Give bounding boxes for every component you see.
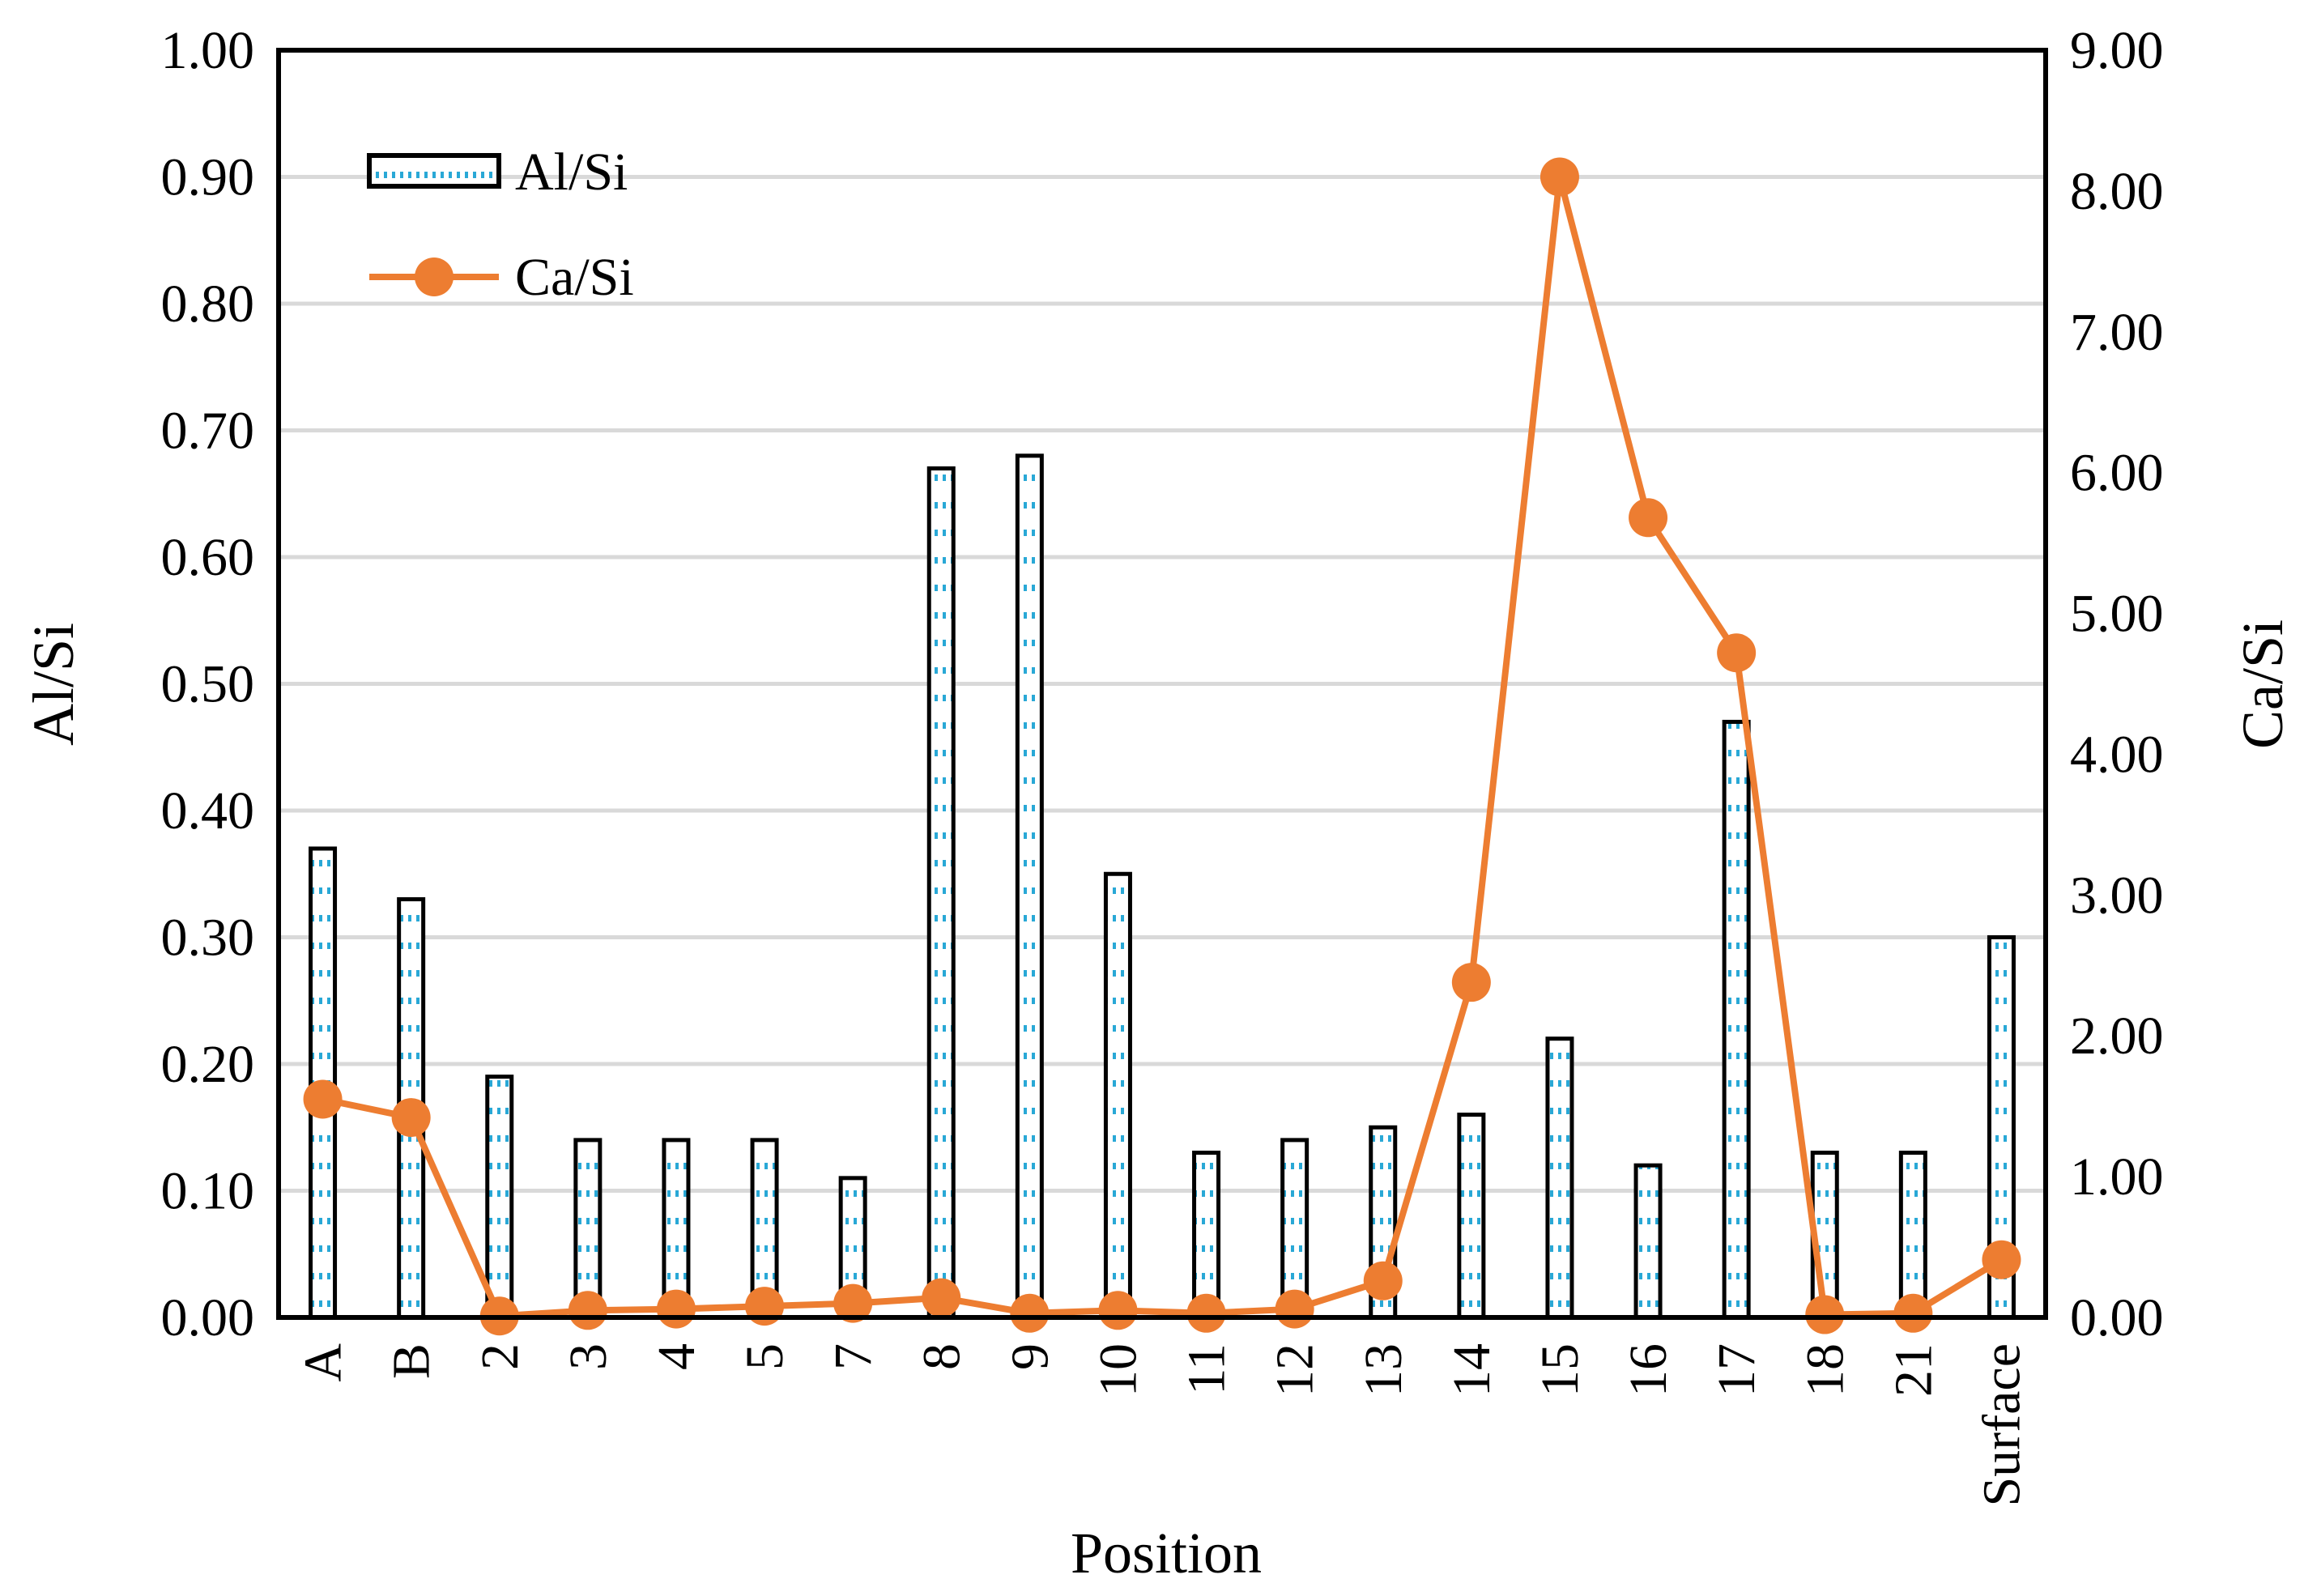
bar-al-si-2 (485, 1075, 514, 1320)
x-axis-title: Position (1071, 1521, 1262, 1585)
bar-al-si-15 (1545, 1036, 1574, 1320)
y-tick-label-right: 2.00 (2070, 1007, 2164, 1066)
x-tick-label: 13 (1354, 1343, 1413, 1397)
bar-al-si-11 (1192, 1151, 1221, 1320)
x-tick-label: Surface (1972, 1343, 2031, 1507)
x-tick-label: 17 (1707, 1343, 1766, 1397)
y-tick-label-left: 0.50 (161, 655, 255, 714)
x-tick-label: 5 (735, 1343, 794, 1370)
y-tick-label-left: 0.60 (161, 528, 255, 587)
bar-al-si-17 (1722, 719, 1751, 1320)
point-ca-si-10 (1098, 1291, 1138, 1330)
y-axis-right: 0.00 1.00 2.00 3.00 4.00 5.00 6.00 7.00 8.00 9.00 (2070, 21, 2164, 1347)
y-tick-label-left: 0.80 (161, 275, 255, 334)
plot-frame (276, 48, 2048, 1320)
x-axis: A B 2 3 4 5 7 8 9 10 11 12 13 14 15 16 17 18 21 Surface (294, 1343, 2032, 1507)
point-ca-si-9 (1010, 1293, 1050, 1333)
gridlines (279, 48, 2046, 1193)
point-ca-si-a (303, 1079, 343, 1119)
y-tick-label-right: 6.00 (2070, 444, 2164, 503)
point-ca-si-3 (568, 1291, 607, 1330)
bar-al-si-14 (1457, 1113, 1486, 1320)
y-tick-label-right: 5.00 (2070, 585, 2164, 644)
bar-al-si-10 (1103, 871, 1132, 1320)
plot-border (276, 48, 2048, 1320)
x-tick-label: 3 (559, 1343, 618, 1370)
y-tick-label-left: 0.90 (161, 148, 255, 207)
x-tick-label: 12 (1266, 1343, 1325, 1397)
x-tick-label: 14 (1442, 1343, 1501, 1397)
point-ca-si-4 (656, 1289, 696, 1329)
y-tick-label-right: 8.00 (2070, 162, 2164, 221)
x-tick-label: 11 (1178, 1343, 1237, 1395)
x-tick-label: 15 (1531, 1343, 1590, 1397)
point-ca-si-15 (1540, 157, 1579, 197)
x-tick-label: 9 (1000, 1343, 1059, 1370)
y-tick-label-left: 1.00 (161, 21, 255, 80)
legend: Al/Si Ca/Si (367, 143, 634, 307)
point-ca-si-18 (1805, 1295, 1845, 1334)
y-tick-label-right: 4.00 (2070, 725, 2164, 784)
x-tick-label: 4 (647, 1343, 706, 1370)
point-ca-si-8 (922, 1278, 961, 1317)
y-tick-label-left: 0.70 (161, 402, 255, 461)
point-ca-si-11 (1186, 1293, 1226, 1333)
point-ca-si-7 (833, 1283, 873, 1323)
y-tick-label-right: 9.00 (2070, 21, 2164, 80)
y-tick-label-right: 0.00 (2070, 1288, 2164, 1347)
x-tick-label: 18 (1795, 1343, 1855, 1397)
point-ca-si-14 (1451, 963, 1491, 1002)
y-tick-label-right: 3.00 (2070, 866, 2164, 925)
bar-series-al-si (309, 453, 2016, 1320)
y-axis-title-left: Al/Si (21, 623, 86, 746)
bar-al-si-8 (926, 466, 956, 1320)
y-tick-label-left: 0.20 (161, 1035, 255, 1094)
point-ca-si-b (391, 1098, 431, 1138)
y-axis-title-right: Ca/Si (2230, 619, 2295, 749)
x-tick-label: 7 (824, 1343, 883, 1370)
y-axis-left: 0.00 0.10 0.20 0.30 0.40 0.50 0.60 0.70 0.80 0.90… (161, 21, 255, 1347)
y-tick-label-left: 0.10 (161, 1162, 255, 1221)
bar-al-si-16 (1633, 1163, 1663, 1320)
line-series-ca-si (303, 157, 2021, 1336)
point-ca-si-16 (1629, 498, 1668, 538)
legend-swatch-marker-ca-si (415, 257, 454, 296)
point-ca-si-12 (1275, 1289, 1314, 1329)
x-tick-label: 16 (1619, 1343, 1678, 1397)
bar-al-si-9 (1015, 453, 1044, 1320)
bar-al-si-3 (573, 1138, 603, 1320)
y-tick-label-left: 0.00 (161, 1288, 255, 1347)
y-tick-label-left: 0.40 (161, 781, 255, 841)
y-tick-label-right: 1.00 (2070, 1147, 2164, 1207)
point-ca-si-21 (1893, 1293, 1933, 1333)
point-ca-si-surface (1982, 1240, 2021, 1279)
x-tick-label: B (382, 1343, 441, 1379)
x-tick-label: 8 (912, 1343, 971, 1370)
y-tick-label-left: 0.30 (161, 909, 255, 968)
legend-label-al-si: Al/Si (515, 143, 628, 202)
point-ca-si-17 (1717, 633, 1757, 673)
x-tick-label: 2 (471, 1343, 530, 1370)
x-tick-label: 10 (1088, 1343, 1148, 1397)
point-ca-si-13 (1363, 1261, 1403, 1300)
y-tick-label-right: 7.00 (2070, 303, 2164, 362)
legend-label-ca-si: Ca/Si (515, 248, 634, 307)
bar-al-si-12 (1280, 1138, 1310, 1320)
legend-swatch-al-si (367, 153, 501, 189)
bar-al-si-21 (1898, 1151, 1927, 1320)
x-tick-label: A (294, 1343, 353, 1382)
x-tick-label: 21 (1884, 1343, 1943, 1397)
